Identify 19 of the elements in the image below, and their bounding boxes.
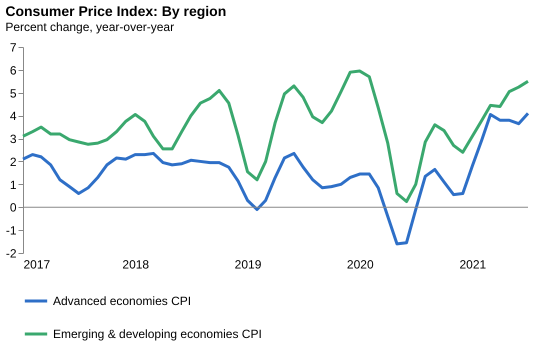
x-tick-label: 2018 bbox=[122, 258, 150, 272]
y-tick-label: -2 bbox=[6, 246, 17, 260]
y-tick-label: -1 bbox=[6, 224, 17, 238]
y-tick-label: 3 bbox=[10, 132, 17, 146]
y-tick-label: 5 bbox=[10, 86, 17, 100]
x-tick-label: 2017 bbox=[24, 258, 51, 272]
y-tick-label: 4 bbox=[10, 109, 17, 124]
x-tick-label: 2019 bbox=[234, 258, 262, 272]
x-tick-label: 2021 bbox=[459, 258, 487, 272]
y-tick-label: 0 bbox=[10, 200, 17, 215]
x-tick-label: 2020 bbox=[346, 258, 374, 272]
chart-title: Consumer Price Index: By region bbox=[5, 3, 226, 19]
y-tick-label: 2 bbox=[10, 154, 17, 169]
legend-label: Advanced economies CPI bbox=[53, 294, 192, 308]
y-tick-label: 6 bbox=[10, 63, 17, 78]
y-tick-label: 7 bbox=[10, 40, 17, 54]
y-tick-label: 1 bbox=[10, 178, 17, 192]
chart-subtitle: Percent change, year-over-year bbox=[5, 20, 174, 34]
legend-label: Emerging & developing economies CPI bbox=[53, 327, 262, 341]
